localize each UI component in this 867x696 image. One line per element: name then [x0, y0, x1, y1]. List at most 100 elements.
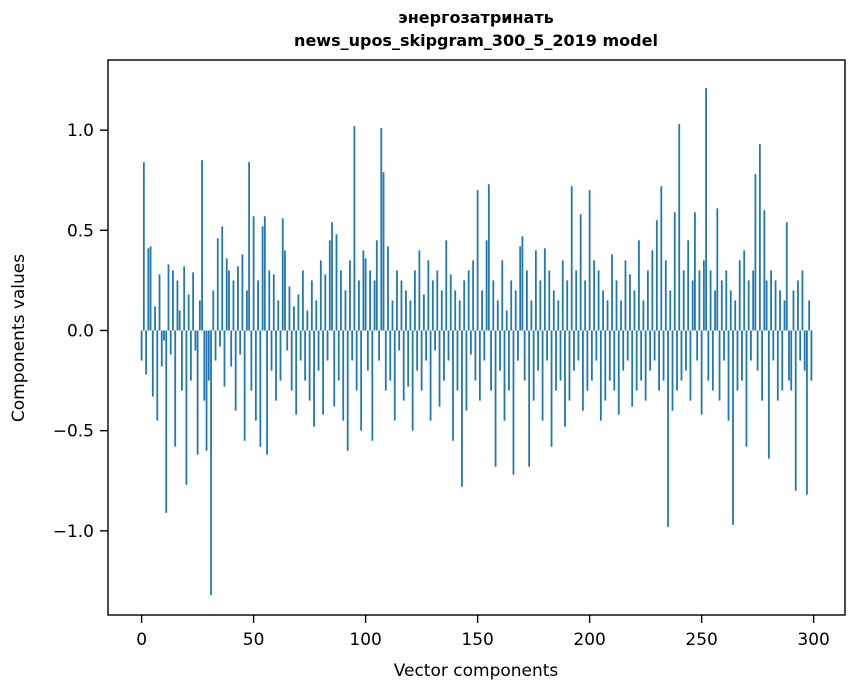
y-tick-label: −0.5: [53, 422, 94, 442]
bar: [279, 330, 282, 381]
bar: [393, 330, 396, 421]
bar: [810, 330, 813, 381]
y-tick-label: 0.5: [67, 221, 94, 241]
bar: [181, 330, 183, 391]
bar: [268, 270, 271, 331]
bar: [774, 280, 777, 331]
bar: [765, 280, 768, 331]
bar: [402, 330, 405, 401]
bar: [745, 330, 748, 447]
bar: [216, 238, 219, 331]
bar: [313, 330, 315, 427]
plot-area: 0 50 100 150 200 250 300 −1.0 −0.5 0.0 0.5 1.0: [53, 59, 846, 650]
bar: [346, 330, 349, 451]
bar: [747, 280, 750, 331]
bar: [658, 330, 660, 391]
bar: [606, 300, 609, 331]
bar: [263, 216, 266, 331]
bar: [160, 330, 163, 367]
bar: [400, 280, 403, 331]
bar: [588, 190, 591, 331]
bar: [534, 250, 537, 331]
bar: [241, 254, 244, 331]
bar: [626, 330, 629, 361]
bar: [409, 300, 412, 331]
y-tick-label: 1.0: [67, 121, 94, 141]
bar: [407, 330, 410, 387]
bar: [678, 124, 681, 331]
bar: [317, 330, 320, 371]
bar: [577, 330, 580, 361]
bar: [172, 270, 174, 331]
bar: [758, 144, 761, 331]
bar: [797, 280, 799, 331]
bar: [779, 290, 781, 331]
bar: [595, 330, 598, 361]
bar: [799, 330, 802, 361]
bar: [378, 330, 380, 361]
bar: [299, 330, 302, 361]
bar: [523, 330, 526, 381]
bar: [543, 248, 546, 331]
bar: [151, 330, 154, 397]
bar: [649, 330, 652, 371]
bar: [277, 300, 280, 331]
bar: [689, 330, 692, 401]
bar: [418, 250, 421, 331]
bar: [555, 330, 557, 391]
bar: [611, 254, 613, 331]
bar: [340, 270, 342, 331]
bar: [288, 286, 291, 331]
x-tick-label: 50: [243, 630, 265, 650]
bar: [297, 294, 300, 331]
bar: [620, 300, 622, 331]
bar: [194, 330, 197, 351]
bar: [454, 290, 457, 331]
bar: [364, 258, 367, 331]
bar: [729, 290, 732, 331]
x-axis-label: Vector components: [394, 661, 559, 681]
bar: [443, 330, 445, 381]
bar: [514, 290, 517, 331]
bar: [165, 330, 168, 513]
bar: [467, 270, 470, 331]
bar: [319, 260, 322, 331]
bar: [808, 300, 811, 331]
bar: [306, 310, 309, 331]
bar: [622, 330, 625, 371]
bar: [261, 226, 264, 331]
bar: [429, 330, 432, 421]
bar: [631, 330, 634, 407]
bar: [434, 330, 436, 351]
bar: [575, 270, 578, 331]
bar: [698, 270, 701, 331]
bar: [470, 330, 472, 355]
bar: [463, 280, 466, 331]
bar: [360, 330, 363, 431]
bar: [324, 274, 327, 331]
bar: [210, 330, 212, 595]
bar: [767, 330, 770, 459]
bar: [387, 246, 389, 331]
bar: [335, 234, 338, 331]
bar: [794, 330, 797, 491]
bar: [440, 290, 443, 331]
bar: [505, 310, 508, 331]
bar: [353, 126, 356, 331]
bar: [546, 330, 548, 361]
bar: [653, 330, 656, 361]
bar: [635, 330, 638, 391]
bar: [548, 270, 551, 331]
bar: [664, 260, 667, 331]
bar: [196, 330, 199, 455]
bar: [189, 330, 192, 381]
bar: [293, 306, 295, 331]
bar: [615, 280, 618, 331]
bar: [257, 280, 259, 331]
bar: [436, 270, 439, 331]
bar: [801, 270, 804, 331]
bar: [456, 330, 459, 391]
bar: [230, 330, 233, 367]
bar: [472, 260, 475, 331]
bar: [326, 330, 329, 361]
